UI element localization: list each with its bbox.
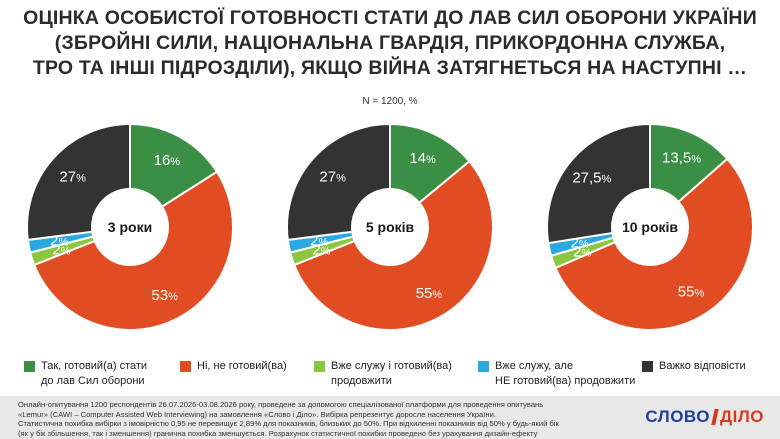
donut-hole [92, 189, 168, 265]
legend-swatch-no [180, 361, 191, 372]
legend-swatch-hard [642, 361, 653, 372]
methodology-notes: Онлайн-опитування 1200 респондентів 26.0… [18, 400, 618, 438]
legend-label-no-line1: Ні, не готовий(ва) [197, 360, 287, 372]
note-line-3: Статистична похибка вибірки з імовірніст… [18, 419, 559, 428]
slice-label-yes: 16% [154, 152, 181, 169]
logo-word-1: СЛОВО [645, 407, 710, 426]
slice-label-no: 55% [678, 284, 705, 301]
title-line-2: (ЗБРОЙНІ СИЛИ, НАЦІОНАЛЬНА ГВАРДІЯ, ПРИК… [54, 32, 726, 54]
slice-no [32, 170, 234, 331]
center-label: 10 років [622, 219, 678, 235]
donut-chart-2: 14%55%2%2%27%5 років [286, 122, 494, 331]
legend-item-no: Ні, не готовий(ва) [180, 359, 287, 374]
slice-label-hard: 27,5% [572, 169, 611, 186]
chart-title: ОЦІНКА ОСОБИСТОЇ ГОТОВНОСТІ СТАТИ ДО ЛАВ… [0, 6, 780, 81]
legend-label-serve-not-ready-line1: Вже служу, але [495, 360, 574, 372]
center-label: 3 роки [108, 219, 152, 235]
legend-swatch-serve-ready [314, 361, 325, 372]
logo-word-2: ДІЛО [720, 407, 764, 426]
title-line-3: ТРО ТА ІНШІ ПІДРОЗДІЛИ), ЯКЩО ВІЙНА ЗАТЯ… [32, 57, 748, 79]
slice-label-no: 53% [151, 287, 178, 304]
legend-label-hard-line1: Важко відповісти [659, 360, 746, 372]
legend-item-serve-ready: Вже служу і готовий(ва) продовжити [314, 359, 452, 389]
note-line-4: (як у бік збільшення, так і зменшення) г… [18, 428, 538, 438]
sample-size-label: N = 1200, % [362, 96, 418, 107]
slice-label-no: 55% [416, 285, 443, 302]
legend-item-yes: Так, готовий(а) стати до лав Сил оборони [24, 359, 147, 389]
donut-hole [612, 189, 688, 265]
legend-swatch-serve-not-ready [478, 361, 489, 372]
center-label: 5 років [366, 219, 415, 235]
slice-label-yes: 14% [409, 150, 436, 167]
legend-label-serve-not-ready-line2: НЕ готовий(ва) продовжити [495, 375, 636, 387]
legend: Так, готовий(а) стати до лав Сил оборони… [0, 359, 780, 389]
legend-label-serve-ready-line1: Вже служу і готовий(ва) [331, 360, 452, 372]
donut-chart-1: 16%53%2%2%27%3 роки [26, 122, 234, 331]
legend-label-serve-ready-line2: продовжити [331, 375, 392, 387]
legend-item-serve-not-ready: Вже служу, але НЕ готовий(ва) продовжити [478, 359, 635, 389]
note-line-2: «Lemur» (CAWI – Computer Assisted Web In… [18, 409, 496, 419]
note-line-1: Онлайн-опитування 1200 респондентів 26.0… [18, 400, 544, 409]
logo-separator [711, 409, 719, 425]
legend-label-yes-line2: до лав Сил оборони [41, 375, 145, 387]
brand-logo: СЛОВО ДІЛО [645, 406, 764, 428]
donut-hole [352, 189, 428, 265]
donut-chart-3: 13,5%55%2%2%27,5%10 років [546, 122, 754, 331]
legend-label-yes-line1: Так, готовий(а) стати [41, 360, 148, 372]
slice-label-yes: 13,5% [662, 149, 701, 166]
slice-label-hard: 27% [59, 168, 86, 185]
legend-item-hard: Важко відповісти [642, 359, 746, 374]
slice-label-hard: 27% [319, 168, 346, 185]
legend-swatch-yes [24, 361, 35, 372]
title-line-1: ОЦІНКА ОСОБИСТОЇ ГОТОВНОСТІ СТАТИ ДО ЛАВ… [23, 7, 757, 29]
footer: Онлайн-опитування 1200 респондентів 26.0… [0, 396, 780, 439]
